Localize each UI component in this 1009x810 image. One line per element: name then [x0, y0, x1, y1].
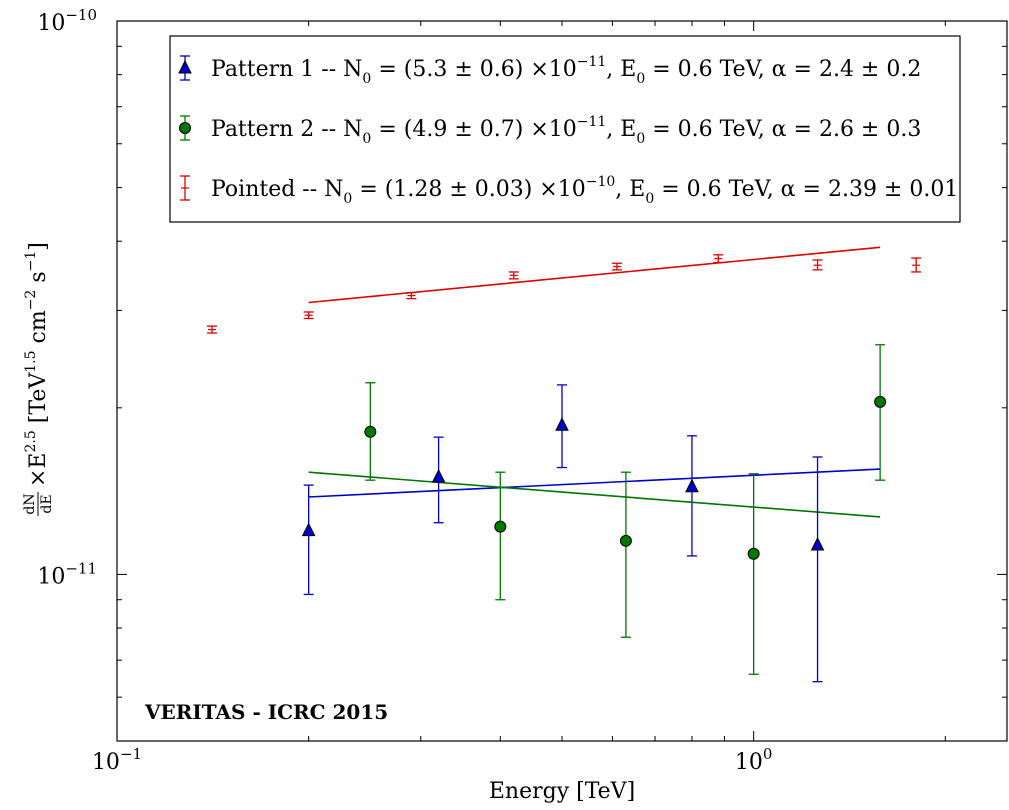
marker-pattern-2-2 [619, 534, 632, 547]
errorbar-pattern-2-2 [620, 471, 631, 638]
marker-pattern-1-0 [301, 522, 316, 537]
legend-entry-pattern-2: Pattern 2 -- N0 = (4.9 ± 0.7) ×10−11, E0… [179, 114, 921, 147]
marker-pattern-1-2 [555, 417, 569, 431]
fit-line-pattern-2 [308, 471, 881, 518]
legend-entry-pointed: Pointed -- N0 = (1.28 ± 0.03) ×10−10, E0… [180, 174, 958, 207]
legend: Pattern 1 -- N0 = (5.3 ± 0.6) ×10−11, E0… [169, 35, 961, 223]
veritas-annotation: VERITAS - ICRC 2015 [144, 700, 388, 724]
legend-symbol-errorbar-icon [180, 175, 190, 201]
error-bars [207, 254, 922, 683]
legend-entry-pattern-1: Pattern 1 -- N0 = (5.3 ± 0.6) ×10−11, E0… [178, 54, 921, 87]
legend-label-pointed: Pointed -- N0 = (1.28 ± 0.03) ×10−10, E0… [211, 174, 958, 207]
y-axis-label: dN dE ×E2.5 [TeV1.5 cm−2 s−1] [22, 242, 55, 516]
errorbar-pattern-2-4 [875, 344, 886, 481]
marker-pattern-2-1 [494, 520, 507, 533]
x-tick-label-1: 100 [735, 745, 773, 775]
errorbar-pattern-2-1 [495, 471, 506, 601]
fit-line-pattern-1 [308, 468, 881, 498]
marker-pattern-1-1 [431, 468, 446, 483]
legend-symbol-triangle-icon [178, 55, 192, 81]
x-tick-label-0.1: 10−1 [92, 745, 142, 775]
marker-pattern-1-4 [810, 536, 825, 551]
legend-marker-pattern-2 [179, 122, 191, 134]
fit-lines [308, 246, 881, 518]
legend-label-pattern-2: Pattern 2 -- N0 = (4.9 ± 0.7) ×10−11, E0… [211, 114, 921, 147]
fit-line-pointed [308, 246, 881, 304]
marker-pattern-2-3 [747, 547, 760, 560]
legend-marker-pattern-1 [178, 59, 192, 74]
errorbar-pattern-1-4 [812, 456, 823, 683]
errorbar-pattern-1-3 [686, 435, 697, 557]
y-tick-label-1e-11: 10−11 [37, 559, 97, 589]
errorbar-pattern-2-3 [748, 473, 759, 675]
legend-label-pattern-1: Pattern 1 -- N0 = (5.3 ± 0.6) ×10−11, E0… [211, 54, 921, 87]
y-label-numerator: dN [22, 493, 38, 514]
y-label-expression: ×E2.5 [TeV1.5 cm−2 s−1] [23, 242, 51, 487]
marker-pattern-2-0 [364, 425, 377, 438]
marker-pattern-2-4 [874, 395, 887, 408]
y-label-denominator: dE [39, 494, 55, 513]
x-axis-label: Energy [TeV] [489, 779, 635, 804]
data-markers [208, 258, 921, 560]
axis-ticks [116, 20, 1007, 742]
legend-symbol-circle-icon [179, 115, 191, 141]
errorbar-pattern-1-0 [303, 484, 314, 596]
y-tick-label-1e-10: 10−10 [37, 6, 97, 36]
marker-pattern-1-3 [685, 478, 699, 493]
legend-box [169, 35, 961, 223]
